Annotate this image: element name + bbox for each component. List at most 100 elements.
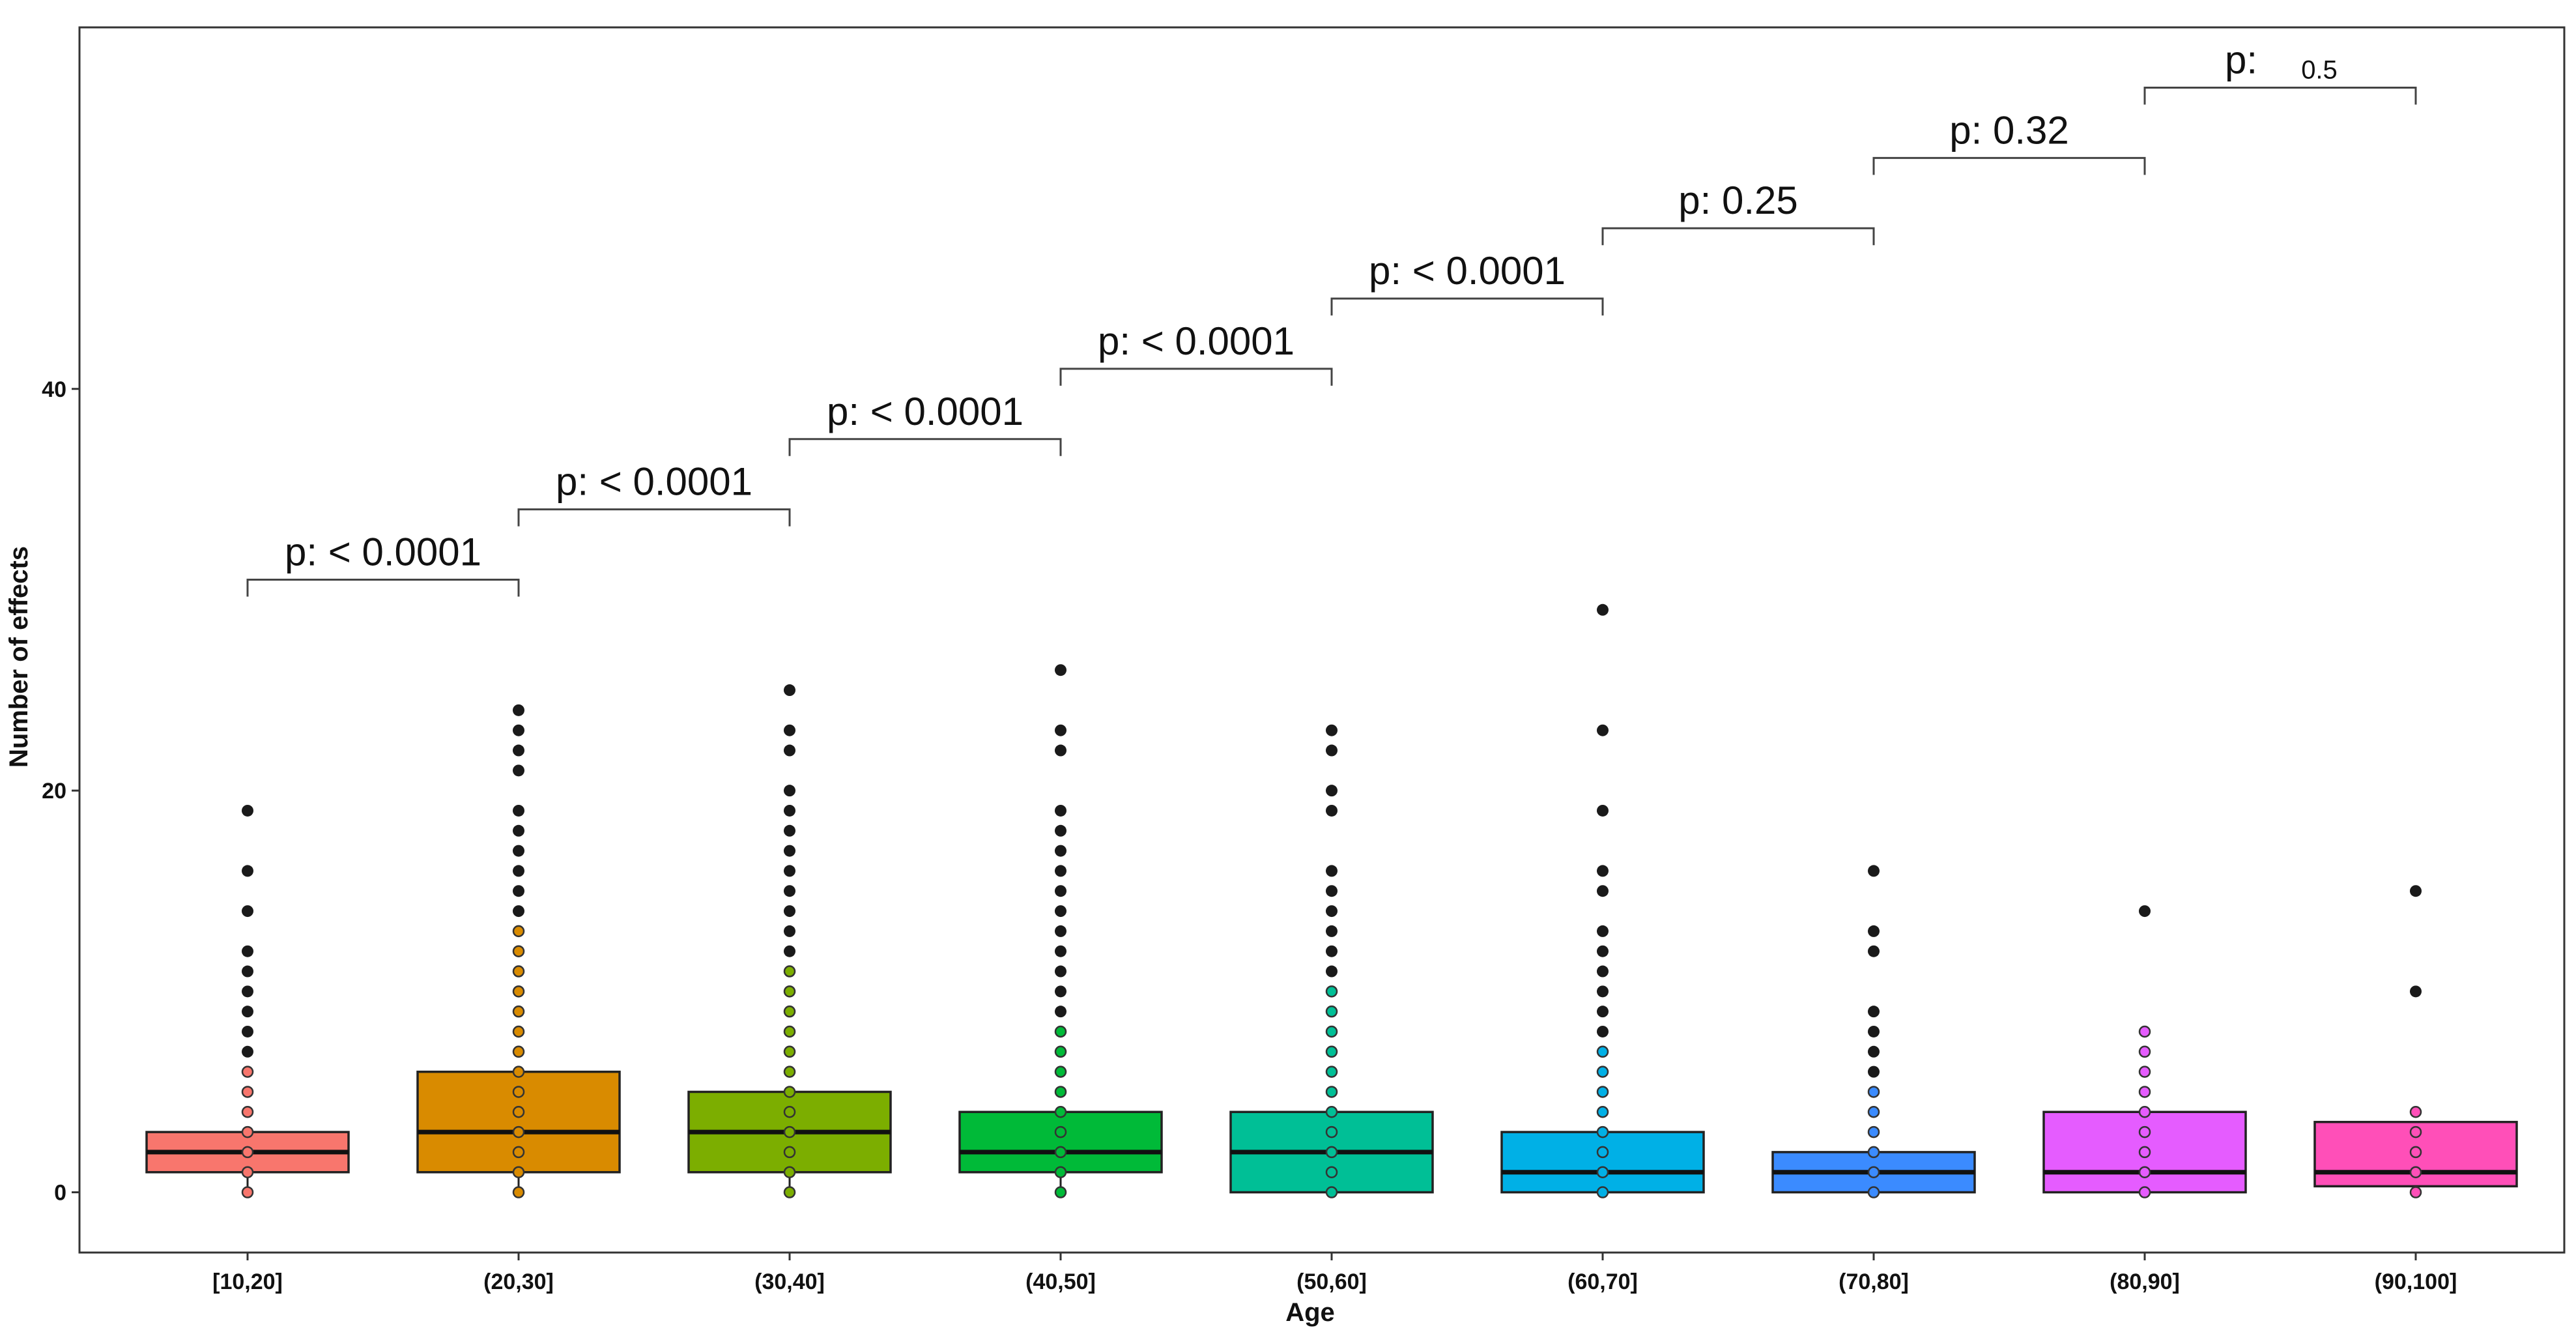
outlier-point	[513, 744, 524, 757]
outlier-point	[1868, 1045, 1880, 1058]
outlier-point	[2410, 985, 2422, 998]
p-value-label: p: < 0.0001	[827, 390, 1023, 433]
x-tick-label: (60,70]	[1567, 1269, 1638, 1294]
data-point	[1867, 1186, 1880, 1198]
outlier-point	[1597, 925, 1609, 937]
outlier-point	[1868, 865, 1880, 877]
data-point	[512, 1086, 525, 1098]
data-point	[512, 1186, 525, 1198]
data-point	[2409, 1146, 2422, 1159]
box	[1500, 1131, 1705, 1194]
data-point	[2409, 1166, 2422, 1178]
box-group	[145, 1131, 350, 1193]
outlier-point	[513, 764, 524, 777]
outlier-point	[1868, 1066, 1880, 1078]
data-point	[1596, 1146, 1609, 1159]
outlier-point	[784, 925, 795, 937]
outlier-point	[513, 804, 524, 817]
outlier-point	[242, 965, 253, 978]
outlier-point	[1055, 804, 1066, 817]
outlier-point	[1868, 945, 1880, 957]
data-point	[1054, 1086, 1067, 1098]
data-point	[1054, 1106, 1067, 1118]
outlier-point	[1597, 804, 1609, 817]
data-point	[1325, 1146, 1338, 1159]
data-point	[2138, 1146, 2151, 1159]
outlier-point	[1326, 945, 1338, 957]
data-point	[1596, 1106, 1609, 1118]
outlier-point	[1868, 1006, 1880, 1018]
data-point	[2138, 1045, 2151, 1058]
outlier-point	[1326, 744, 1338, 757]
data-point	[241, 1106, 254, 1118]
comparison-bracket: p: 0.32	[1872, 108, 2146, 175]
data-point	[2138, 1086, 2151, 1098]
outlier-point	[784, 744, 795, 757]
outlier-point	[513, 824, 524, 837]
x-tick-label: (50,60]	[1296, 1269, 1367, 1294]
outlier-point	[242, 804, 253, 817]
data-point	[783, 1005, 796, 1018]
outlier-point	[1326, 965, 1338, 978]
data-point	[783, 1025, 796, 1038]
data-point	[512, 1146, 525, 1159]
data-point	[2138, 1025, 2151, 1038]
outlier-point	[1055, 865, 1066, 877]
outlier-point	[1597, 885, 1609, 897]
outlier-point	[1868, 925, 1880, 937]
data-point	[1325, 1186, 1338, 1198]
outlier-point	[242, 985, 253, 998]
data-point	[1325, 1086, 1338, 1098]
data-point	[512, 965, 525, 978]
data-point	[1325, 1166, 1338, 1178]
data-point	[1054, 1066, 1067, 1078]
outlier-point	[513, 704, 524, 716]
outlier-point	[1055, 824, 1066, 837]
data-point	[1325, 1005, 1338, 1018]
comparison-bracket: p: < 0.0001	[246, 530, 520, 597]
data-point	[1054, 1045, 1067, 1058]
x-tick-label: [10,20]	[212, 1269, 283, 1294]
data-point	[1325, 985, 1338, 998]
data-point	[241, 1186, 254, 1198]
outlier-point	[513, 724, 524, 736]
data-point	[1325, 1066, 1338, 1078]
outlier-point	[1055, 1006, 1066, 1018]
data-point	[2138, 1125, 2151, 1138]
p-value-label: p:	[2225, 38, 2257, 81]
data-point	[512, 1066, 525, 1078]
outlier-point	[1055, 724, 1066, 736]
comparison-bracket: p: < 0.0001	[1059, 319, 1333, 386]
data-point	[512, 985, 525, 998]
data-point	[1596, 1045, 1609, 1058]
data-point	[783, 1106, 796, 1118]
outlier-point	[1326, 885, 1338, 897]
x-tick-label: (70,80]	[1839, 1269, 1909, 1294]
x-tick-label: (90,100]	[2375, 1269, 2457, 1294]
outlier-point	[1597, 865, 1609, 877]
outlier-point	[1326, 724, 1338, 736]
box	[958, 1110, 1163, 1174]
outlier-point	[1597, 1025, 1609, 1037]
data-point	[1596, 1166, 1609, 1178]
data-point	[1867, 1166, 1880, 1178]
comparison-bracket: p: 0.5	[2143, 38, 2417, 105]
outlier-point	[242, 905, 253, 918]
bracket-line	[1330, 297, 1604, 316]
data-point	[783, 1045, 796, 1058]
data-point	[783, 965, 796, 978]
data-point	[2409, 1106, 2422, 1118]
outlier-point	[1055, 985, 1066, 998]
data-point	[512, 925, 525, 938]
data-point	[1325, 1125, 1338, 1138]
data-point	[2138, 1066, 2151, 1078]
data-point	[783, 1125, 796, 1138]
outlier-point	[1597, 1006, 1609, 1018]
data-point	[241, 1125, 254, 1138]
data-point	[2138, 1186, 2151, 1198]
data-point	[512, 945, 525, 957]
outlier-point	[1597, 945, 1609, 957]
outlier-point	[1868, 1025, 1880, 1037]
outlier-point	[513, 885, 524, 897]
outlier-point	[784, 724, 795, 736]
